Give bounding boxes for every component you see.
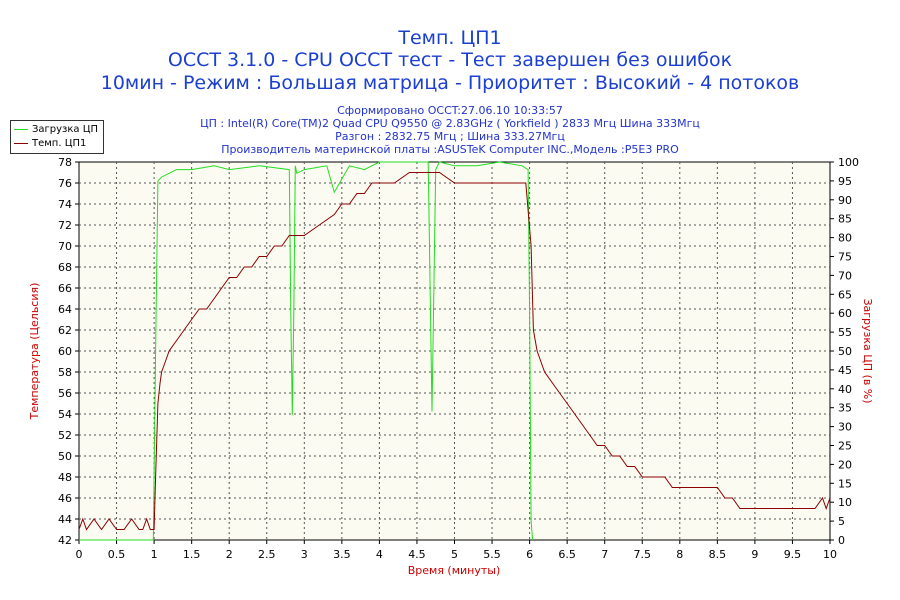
legend-item-load: Загрузка ЦП	[14, 123, 98, 136]
y2-tick-label: 20	[838, 458, 852, 471]
y-tick-label: 72	[58, 219, 72, 232]
x-tick-label: 7.5	[634, 548, 652, 561]
y-tick-labels: 42 44 46 48 50 52 54 56 58 60 62 64 66 68 70 72 74 76 78	[58, 156, 72, 547]
y-tick-label: 60	[58, 345, 72, 358]
y-tick-label: 68	[58, 261, 72, 274]
x-tick-label: 1	[151, 548, 158, 561]
y2-tick-label: 5	[838, 515, 845, 528]
y-tick-label: 56	[58, 387, 72, 400]
x-tick-label: 8.5	[709, 548, 727, 561]
x-tick-label: 9	[751, 548, 758, 561]
y2-tick-label: 15	[838, 477, 852, 490]
y2-tick-label: 0	[838, 534, 845, 547]
y-tick-label: 74	[58, 198, 72, 211]
chart-legend: Загрузка ЦП Темп. ЦП1	[10, 120, 104, 154]
y2-tick-label: 55	[838, 326, 852, 339]
y-tick-label: 50	[58, 450, 72, 463]
y-tick-label: 58	[58, 366, 72, 379]
y-tick-label: 66	[58, 282, 72, 295]
x-tick-label: 6.5	[558, 548, 576, 561]
y2-tick-label: 75	[838, 251, 852, 264]
info-motherboard: Производитель материнской платы :ASUSTeK…	[221, 143, 679, 156]
legend-swatch-load	[14, 128, 28, 130]
y2-tick-label: 30	[838, 421, 852, 434]
y2-tick-label: 10	[838, 496, 852, 509]
y2-axis-label: Загрузка ЦП (в %)	[861, 298, 874, 403]
y2-tick-labels: 0 5 10 15 20 25 30 35 40 45 50 55 60 65 70 75 80 85 90 95 10…	[838, 156, 859, 547]
info-generated: Сформировано OCCT:27.06.10 10:33:57	[337, 104, 563, 117]
x-tick-label: 5.5	[483, 548, 501, 561]
y-tick-label: 78	[58, 156, 72, 169]
y2-tick-label: 50	[838, 345, 852, 358]
legend-item-temp: Темп. ЦП1	[14, 137, 86, 150]
info-overclock: Разгон : 2832.75 Мгц ; Шина 333.27Мгц	[335, 130, 565, 143]
y-tick-label: 42	[58, 534, 72, 547]
legend-label-load: Загрузка ЦП	[32, 124, 99, 135]
x-tick-label: 10	[823, 548, 837, 561]
legend-swatch-temp	[14, 142, 28, 144]
y2-tick-label: 45	[838, 364, 852, 377]
y-axis-label: Температура (Цельсия)	[28, 283, 41, 421]
legend-label-temp: Темп. ЦП1	[32, 138, 87, 149]
y2-tick-label: 90	[838, 194, 852, 207]
chart-subtitle-mode: 10мин - Режим : Большая матрица - Приори…	[100, 72, 800, 94]
x-tick-label: 5	[451, 548, 458, 561]
chart-subtitle-test: OCCT 3.1.0 - CPU OCCT тест - Тест заверш…	[167, 49, 733, 71]
y-tick-label: 46	[58, 492, 72, 505]
x-tick-label: 8	[676, 548, 683, 561]
x-tick-label: 4	[376, 548, 383, 561]
y2-tick-label: 100	[838, 156, 859, 169]
y2-tick-label: 65	[838, 288, 852, 301]
y2-tick-label: 70	[838, 269, 852, 282]
y2-tick-label: 80	[838, 232, 852, 245]
series-line-temp	[78, 172, 831, 531]
y-tick-label: 54	[58, 408, 72, 421]
y-tick-label: 44	[58, 513, 72, 526]
series-lines	[78, 161, 831, 541]
y-tick-label: 76	[58, 177, 72, 190]
x-tick-label: 0.5	[108, 548, 126, 561]
series-line-load	[79, 161, 534, 541]
y2-tick-label: 35	[838, 402, 852, 415]
y2-tick-label: 95	[838, 175, 852, 188]
x-tick-label: 6	[526, 548, 533, 561]
x-tick-label: 2.5	[258, 548, 276, 561]
x-tick-label: 0	[76, 548, 83, 561]
x-tick-label: 2	[226, 548, 233, 561]
y-tick-label: 52	[58, 429, 72, 442]
info-cpu: ЦП : Intel(R) Core(TM)2 Quad CPU Q9550 @…	[200, 117, 700, 130]
y-tick-label: 62	[58, 324, 72, 337]
y-tick-label: 48	[58, 471, 72, 484]
y-tick-label: 70	[58, 240, 72, 253]
x-tick-label: 7	[601, 548, 608, 561]
x-tick-label: 4.5	[408, 548, 426, 561]
x-tick-label: 3	[301, 548, 308, 561]
y2-tick-label: 40	[838, 383, 852, 396]
y2-tick-label: 25	[838, 440, 852, 453]
x-axis-label: Время (минуты)	[408, 564, 501, 577]
y2-tick-label: 60	[838, 307, 852, 320]
x-tick-labels: 0 0.5 1 1.5 2 2.5 3 3.5 4 4.5 5 5.5 6 6.5 7 7.5 8 8.5 9 9.5…	[76, 548, 838, 561]
chart-title: Темп. ЦП1	[398, 27, 502, 49]
x-tick-label: 1.5	[183, 548, 201, 561]
x-tick-label: 3.5	[333, 548, 351, 561]
y2-tick-label: 85	[838, 213, 852, 226]
x-tick-label: 9.5	[784, 548, 802, 561]
y-tick-label: 64	[58, 303, 72, 316]
